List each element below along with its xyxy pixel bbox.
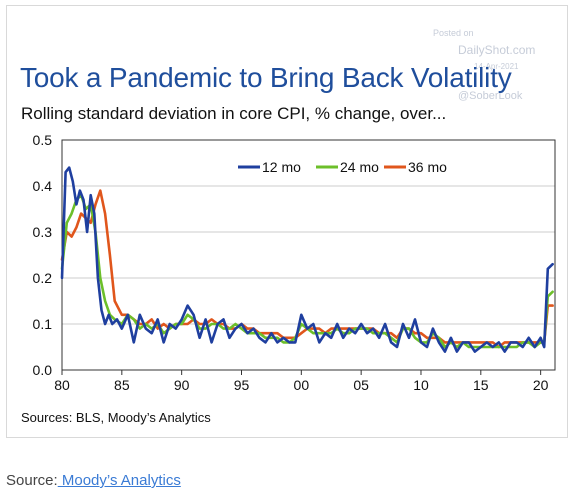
chart-subtitle: Rolling standard deviation in core CPI, … [21,104,447,123]
legend-label-36-mo: 36 mo [408,159,447,175]
source-caption: Source: Moody’s Analytics [6,472,181,489]
x-tick-label: 95 [234,377,250,393]
source-link[interactable]: Moody’s Analytics [57,472,181,489]
watermark-date: 14-Apr-2021 [474,62,519,71]
y-tick-label: 0.2 [33,270,53,286]
x-tick-label: 15 [473,377,489,393]
x-tick-label: 80 [54,377,70,393]
x-tick-label: 90 [174,377,190,393]
series-line-12-mo [60,166,554,353]
x-tick-label: 85 [114,377,130,393]
x-tick-label: 00 [294,377,310,393]
legend-label-12-mo: 12 mo [262,159,301,175]
series-line-24-mo [60,193,554,349]
legend-label-24-mo: 24 mo [340,159,379,175]
y-tick-label: 0.5 [33,132,53,148]
source-label: Source: [6,472,58,489]
chart-sources-note: Sources: BLS, Moody’s Analytics [21,410,211,425]
x-tick-label: 20 [533,377,549,393]
chart-title: Took a Pandemic to Bring Back Volatility [20,62,512,93]
y-tick-label: 0.0 [33,362,53,378]
y-tick-label: 0.4 [33,178,53,194]
chart-plot: 0.0 0.1 0.2 0.3 0.4 0.5 80 85 90 95 00 05 10 15 20 12 m… [33,132,556,393]
y-tick-label: 0.1 [33,316,53,332]
x-tick-label: 05 [353,377,369,393]
watermark-posted-on: Posted on [433,28,474,38]
chart-card [6,5,568,438]
y-tick-label: 0.3 [33,224,53,240]
x-tick-label: 10 [413,377,429,393]
watermark-site: DailyShot.com [458,43,536,57]
watermark-handle: @SoberLook [458,90,523,102]
